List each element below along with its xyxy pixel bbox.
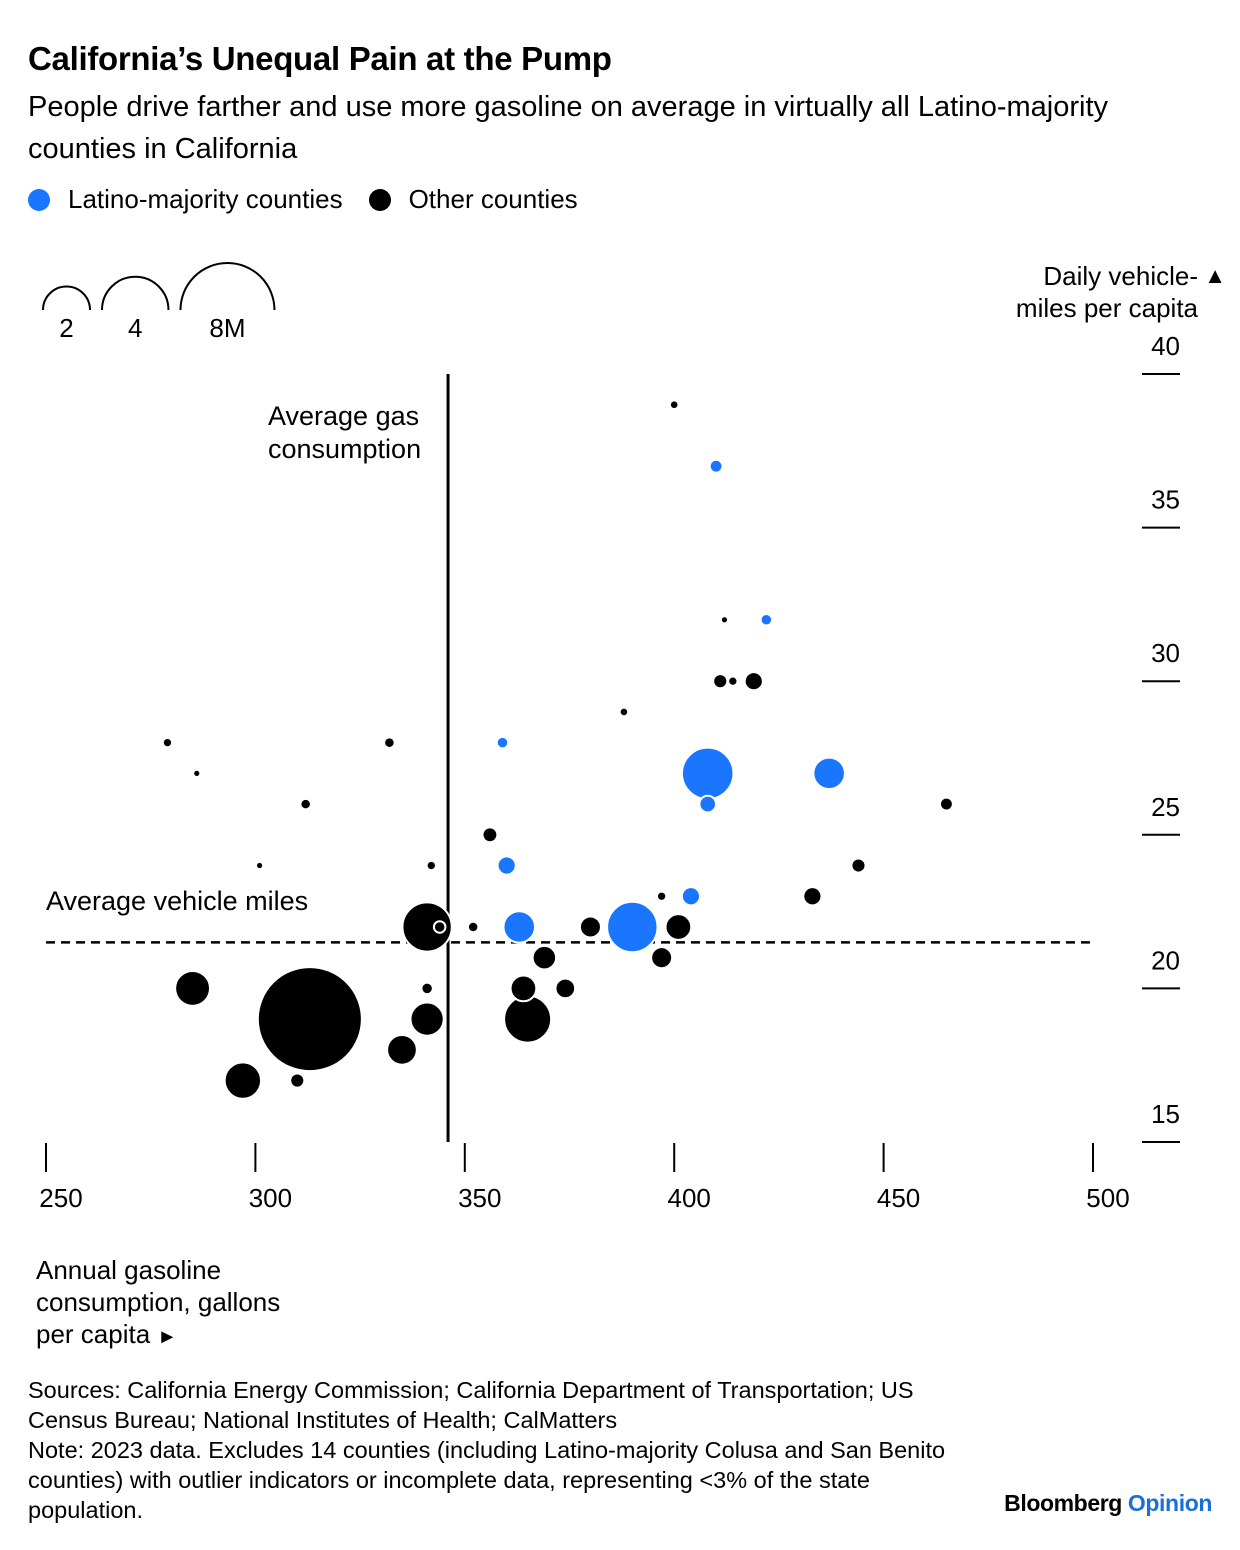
average-gas-label-line2: consumption: [268, 434, 421, 464]
x-axis-label-line3: per capita ►: [36, 1318, 356, 1353]
latino-county-point: [502, 910, 537, 944]
legend-item-latino: Latino-majority counties: [28, 184, 343, 215]
other-county-point: [384, 737, 395, 748]
y-axis-arrow-icon: ▲: [1204, 263, 1226, 288]
scatter-plot: 2 4 8M 250 300 350 400 450 500 15 20 25 30 35 40 Averag…: [39, 262, 1180, 1213]
y-tick-label: 15: [1151, 1099, 1180, 1129]
other-county-point: [578, 915, 602, 939]
latino-county-point: [680, 746, 735, 801]
legend-label-latino: Latino-majority counties: [68, 184, 343, 214]
x-tick-label: 250: [39, 1183, 82, 1213]
other-county-point: [650, 946, 674, 970]
chart-title: California’s Unequal Pain at the Pump: [28, 40, 612, 77]
other-county-point: [619, 707, 629, 717]
other-county-point: [256, 966, 363, 1073]
other-county-point: [299, 797, 312, 811]
y-tick-label: 40: [1151, 331, 1180, 361]
other-county-point: [850, 857, 867, 874]
latino-county-point: [812, 756, 846, 791]
average-gas-label-line1: Average gas: [268, 401, 419, 431]
other-county-point: [223, 1061, 263, 1100]
y-tick-label: 25: [1151, 792, 1180, 822]
color-legend: Latino-majority counties Other counties: [28, 184, 604, 215]
latino-county-point: [496, 855, 517, 876]
other-county-point: [554, 977, 577, 1000]
brand-accent: Opinion: [1127, 1490, 1212, 1516]
y-tick-label: 35: [1151, 485, 1180, 515]
footnotes: Sources: California Energy Commission; C…: [28, 1375, 988, 1525]
other-county-point: [670, 400, 679, 409]
x-tick-label: 350: [458, 1183, 501, 1213]
other-county-point: [466, 920, 480, 934]
other-county-point: [657, 891, 667, 901]
other-county-point: [481, 826, 499, 844]
x-tick-label: 500: [1086, 1183, 1129, 1213]
x-tick-label: 450: [877, 1183, 920, 1213]
brand-logo: Bloomberg Opinion: [1004, 1490, 1212, 1517]
note-text: Note: 2023 data. Excludes 14 counties (i…: [28, 1437, 946, 1523]
latino-county-point: [759, 613, 774, 627]
other-county-point: [509, 974, 538, 1003]
other-county-point: [503, 994, 553, 1044]
other-county-point: [420, 981, 434, 996]
other-county-point: [256, 862, 263, 869]
other-county-point: [193, 769, 201, 777]
other-county-point: [531, 944, 558, 971]
size-legend-arc: [101, 275, 170, 311]
brand-name: Bloomberg: [1004, 1490, 1122, 1516]
other-county-point: [712, 673, 729, 690]
other-county-point: [664, 913, 693, 941]
other-county-point: [162, 738, 172, 748]
latino-county-point: [495, 735, 510, 750]
size-legend-arc: [42, 285, 91, 311]
other-county-point: [721, 616, 728, 624]
size-legend-label: 2: [59, 313, 73, 343]
other-county-point: [174, 969, 212, 1007]
other-county-point: [426, 861, 436, 870]
other-county-point: [802, 886, 823, 907]
average-miles-label: Average vehicle miles: [46, 886, 308, 916]
size-legend-label: 8M: [209, 313, 245, 343]
y-tick-label: 30: [1151, 638, 1180, 668]
y-tick-label: 20: [1151, 945, 1180, 975]
x-tick-label: 300: [249, 1183, 292, 1213]
other-county-point: [386, 1033, 418, 1066]
x-axis-label: Annual gasoline consumption, gallons per…: [36, 1254, 356, 1353]
x-axis-label-line3-text: per capita: [36, 1319, 151, 1349]
x-axis-arrow-icon: ►: [157, 1326, 178, 1348]
other-county-point: [401, 901, 453, 953]
legend-item-other: Other counties: [368, 184, 578, 215]
latino-county-point: [698, 794, 718, 814]
other-county-point: [289, 1072, 306, 1089]
other-county-point: [743, 671, 764, 692]
legend-label-other: Other counties: [408, 184, 578, 214]
other-county-point: [938, 796, 954, 812]
y-axis-label-line2: miles per capita: [1015, 293, 1198, 323]
other-county-point: [728, 676, 738, 686]
x-axis-label-line1: Annual gasoline: [36, 1255, 222, 1285]
latino-county-point: [680, 886, 702, 907]
size-legend-arc: [179, 262, 276, 311]
legend-swatch-latino: [28, 188, 50, 211]
y-axis-label: Daily vehicle- miles per capita ▲: [898, 260, 1226, 324]
size-legend-label: 4: [128, 313, 142, 343]
latino-county-point: [708, 458, 724, 474]
sources-text: Sources: California Energy Commission; C…: [28, 1377, 914, 1433]
latino-county-point: [606, 900, 659, 954]
x-axis-label-line2: consumption, gallons: [36, 1287, 281, 1317]
y-axis-label-line1: Daily vehicle-: [1043, 261, 1198, 291]
other-county-point: [432, 920, 447, 934]
x-tick-label: 400: [668, 1183, 711, 1213]
other-county-point: [409, 1001, 445, 1037]
chart-subtitle: People drive farther and use more gasoli…: [28, 91, 1109, 165]
legend-swatch-other: [368, 188, 391, 211]
